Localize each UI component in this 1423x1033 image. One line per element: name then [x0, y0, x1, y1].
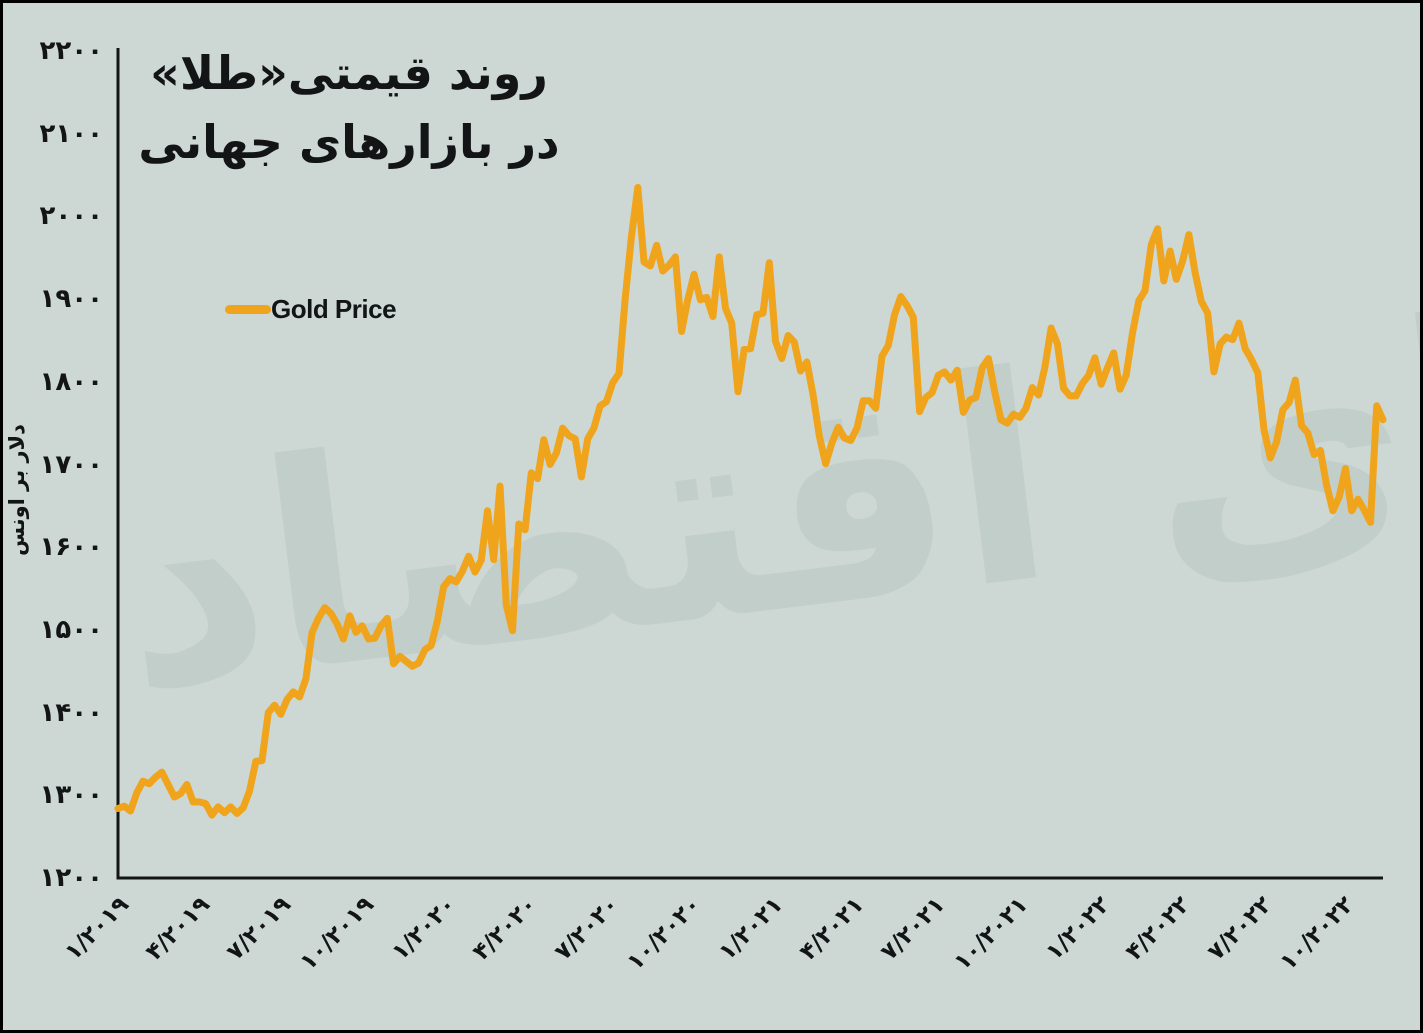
gold-price-chart	[114, 48, 1387, 880]
y-tick-label: ۱۵۰۰	[39, 614, 103, 645]
y-tick-label: ۱۹۰۰	[39, 284, 103, 315]
y-tick-label: ۱۲۰۰	[39, 863, 103, 893]
chart-title-line1: روند قیمتی«طلا»	[150, 46, 548, 100]
y-tick-label: ۲۰۰۰	[39, 201, 103, 232]
y-tick-label: ۱۴۰۰	[39, 697, 103, 728]
legend-label: Gold Price	[271, 293, 397, 324]
gold-price-line	[114, 184, 1387, 819]
y-tick-label: ۲۲۰۰	[39, 36, 103, 66]
y-tick-label: ۱۷۰۰	[39, 449, 103, 480]
y-tick-label: ۱۳۰۰	[39, 780, 103, 811]
y-tick-label: ۱۸۰۰	[39, 366, 103, 397]
y-tick-label: ۲۱۰۰	[39, 118, 103, 149]
chart-title-line2: در بازارهای جهانی	[138, 115, 560, 169]
chart-title: روند قیمتی«طلا» در بازارهای جهانی	[99, 39, 599, 177]
legend-line-swatch	[225, 304, 271, 314]
y-tick-label: ۱۶۰۰	[39, 532, 103, 563]
legend: Gold Price	[225, 291, 397, 327]
